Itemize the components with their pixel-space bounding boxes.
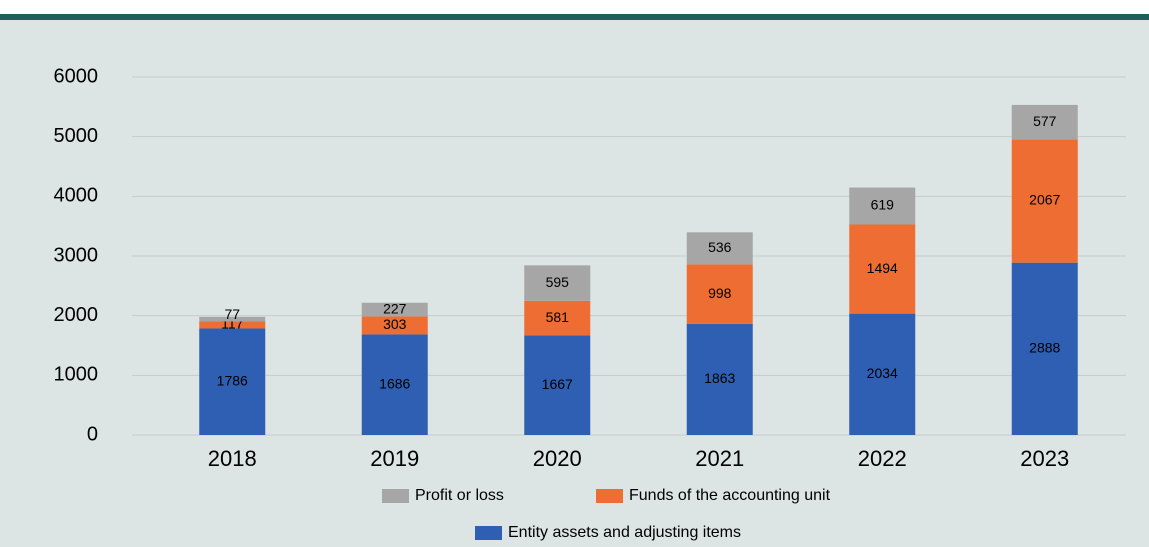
data-label: 2034 <box>867 365 898 381</box>
bar-segment <box>524 335 591 435</box>
bar-segment <box>524 265 591 301</box>
data-label: 1786 <box>217 372 248 388</box>
bar-segment <box>361 316 428 335</box>
bar-segment <box>1011 139 1078 263</box>
y-tick-label: 6000 <box>54 65 99 87</box>
data-label: 619 <box>871 197 895 213</box>
y-tick-label: 5000 <box>54 125 99 147</box>
data-label: 1863 <box>704 370 735 386</box>
data-label: 227 <box>383 300 407 316</box>
bar-segment <box>361 334 428 435</box>
bar-segment <box>199 328 266 435</box>
bar-segment <box>1011 262 1078 435</box>
bar-segment <box>686 264 753 324</box>
data-label: 77 <box>224 306 240 322</box>
x-tick-label: 2022 <box>858 446 907 471</box>
legend-label: Funds of the accounting unit <box>629 487 831 504</box>
y-tick-label: 3000 <box>54 244 99 266</box>
data-label: 577 <box>1033 113 1057 129</box>
bar-segment <box>686 323 753 435</box>
data-label: 581 <box>546 309 570 325</box>
legend-swatch <box>382 489 409 503</box>
legend-swatch <box>596 489 623 503</box>
y-tick-label: 4000 <box>54 185 99 207</box>
legend-label: Profit or loss <box>415 487 504 504</box>
x-tick-label: 2023 <box>1020 446 1069 471</box>
data-label: 1667 <box>542 376 573 392</box>
data-label: 1494 <box>867 260 898 276</box>
data-label: 2888 <box>1029 340 1060 356</box>
data-label: 303 <box>383 316 407 332</box>
data-label: 2067 <box>1029 192 1060 208</box>
bar-segment <box>686 232 753 265</box>
data-label: 1686 <box>379 375 410 391</box>
bar-segment <box>849 187 916 225</box>
legend-swatch <box>475 526 502 540</box>
data-label: 536 <box>708 239 732 255</box>
bar-segment <box>1011 104 1078 140</box>
bar-segment <box>199 321 266 329</box>
data-label: 595 <box>546 274 570 290</box>
y-tick-label: 0 <box>87 423 98 445</box>
bar-segment <box>524 300 591 336</box>
bar-segment <box>849 313 916 435</box>
y-tick-label: 2000 <box>54 304 99 326</box>
bar-segment <box>361 302 428 317</box>
x-tick-label: 2018 <box>208 446 257 471</box>
bar-segment <box>849 224 916 314</box>
x-tick-label: 2021 <box>695 446 744 471</box>
x-tick-label: 2019 <box>370 446 419 471</box>
data-label: 998 <box>708 285 732 301</box>
legend-label: Entity assets and adjusting items <box>508 524 741 541</box>
bar-segment <box>199 316 266 322</box>
header-bar <box>0 14 1149 20</box>
y-tick-label: 1000 <box>54 364 99 386</box>
x-tick-label: 2020 <box>533 446 582 471</box>
